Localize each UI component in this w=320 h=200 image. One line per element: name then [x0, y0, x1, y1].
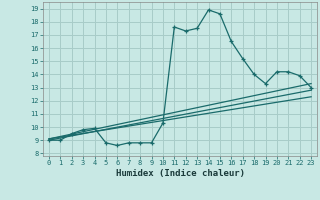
X-axis label: Humidex (Indice chaleur): Humidex (Indice chaleur)	[116, 169, 244, 178]
